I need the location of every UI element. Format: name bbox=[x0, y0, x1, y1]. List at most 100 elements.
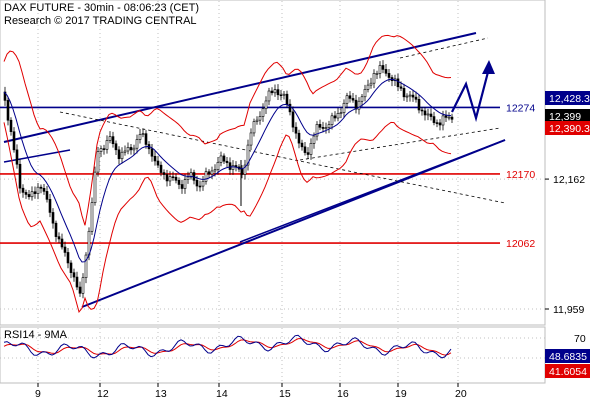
candle-body-90 bbox=[273, 89, 277, 94]
candle-body-40 bbox=[123, 150, 127, 153]
candle-body-125 bbox=[378, 65, 382, 74]
candle-body-139 bbox=[420, 109, 424, 112]
candle-body-47 bbox=[144, 133, 148, 145]
candle-body-46 bbox=[141, 133, 145, 135]
candle-body-89 bbox=[270, 90, 274, 94]
chart-title: DAX FUTURE - 30min - 08:06:23 (CET) bbox=[4, 2, 199, 14]
candle-body-1 bbox=[6, 100, 10, 121]
candle-body-128 bbox=[387, 73, 391, 78]
candle-body-74 bbox=[225, 160, 229, 163]
rsi-panel bbox=[0, 326, 546, 384]
candle-body-57 bbox=[174, 176, 178, 181]
candle-body-44 bbox=[135, 139, 139, 149]
price-tag-2-box bbox=[545, 121, 590, 135]
candle-body-94 bbox=[285, 93, 289, 105]
candle-body-134 bbox=[405, 95, 409, 98]
mid-dashed-line bbox=[299, 127, 501, 161]
candle-body-148 bbox=[447, 116, 451, 119]
rsi-tag-0-label: 48.6835 bbox=[549, 351, 587, 363]
candle-body-0 bbox=[3, 91, 7, 101]
candle-body-92 bbox=[279, 94, 283, 97]
candle-body-41 bbox=[126, 147, 130, 152]
price-tag-1-label: 12,399 bbox=[549, 111, 581, 123]
candle-body-27 bbox=[84, 254, 88, 278]
candle-body-137 bbox=[414, 96, 418, 100]
candle-body-95 bbox=[288, 103, 292, 113]
candle-body-87 bbox=[264, 100, 268, 110]
candle-body-121 bbox=[366, 84, 370, 90]
candle-body-3 bbox=[12, 131, 16, 151]
price-tag-1-box bbox=[545, 109, 590, 123]
candle-body-135 bbox=[408, 94, 412, 97]
candle-body-127 bbox=[384, 69, 388, 74]
candle-body-113 bbox=[342, 102, 346, 113]
candle-body-26 bbox=[81, 277, 85, 294]
candle-body-81 bbox=[246, 144, 250, 166]
candle-body-13 bbox=[42, 188, 46, 192]
candle-body-49 bbox=[150, 148, 154, 157]
candle-body-7 bbox=[24, 192, 28, 195]
candle-body-100 bbox=[303, 146, 307, 153]
candle-body-123 bbox=[372, 73, 376, 84]
candle-body-119 bbox=[360, 96, 364, 102]
level-label-3: 12274 bbox=[506, 102, 535, 114]
candle-body-76 bbox=[231, 165, 235, 170]
candle-body-54 bbox=[165, 174, 169, 182]
candle-body-58 bbox=[177, 180, 181, 185]
candle-body-147 bbox=[444, 115, 448, 118]
falling-dashed-line bbox=[59, 111, 506, 204]
candle-body-16 bbox=[51, 212, 55, 224]
candle-body-5 bbox=[18, 163, 22, 189]
price-tick-label-0: 11,959 bbox=[553, 304, 584, 316]
candle-body-56 bbox=[171, 176, 175, 179]
time-tick-label-4: 15 bbox=[279, 388, 291, 400]
candle-body-141 bbox=[426, 113, 430, 116]
candle-body-75 bbox=[228, 162, 232, 170]
candle-body-132 bbox=[399, 86, 403, 89]
candle-body-97 bbox=[294, 126, 298, 134]
candle-body-91 bbox=[276, 89, 280, 96]
candle-body-145 bbox=[438, 122, 442, 126]
candle-body-19 bbox=[60, 238, 64, 248]
candle-body-2 bbox=[9, 119, 13, 133]
candle-body-107 bbox=[324, 127, 328, 129]
candle-body-55 bbox=[168, 176, 172, 182]
price-tag-0-label: 12,428.3 bbox=[549, 93, 590, 105]
scenario-arrow bbox=[451, 60, 495, 123]
candle-body-14 bbox=[45, 191, 49, 200]
rsi-tag-0-box bbox=[545, 349, 590, 363]
candle-body-118 bbox=[357, 100, 361, 110]
candle-body-15 bbox=[48, 199, 52, 213]
price-tag-2-label: 12,390.3 bbox=[549, 123, 590, 135]
candle-body-39 bbox=[120, 151, 124, 160]
chart-subtitle: Research © 2017 TRADING CENTRAL bbox=[4, 15, 197, 27]
candle-body-114 bbox=[345, 95, 349, 104]
candle-body-33 bbox=[102, 148, 106, 150]
rsi-tick-label-0: 70 bbox=[574, 333, 586, 345]
candle-body-4 bbox=[15, 149, 19, 165]
candle-body-25 bbox=[78, 286, 82, 294]
candle-body-105 bbox=[318, 124, 322, 128]
candle-body-18 bbox=[57, 236, 61, 240]
candle-body-69 bbox=[210, 170, 214, 175]
candle-body-52 bbox=[159, 164, 163, 173]
price-tick-label-1: 12,162 bbox=[553, 174, 585, 186]
candle-body-101 bbox=[306, 152, 310, 155]
candle-body-99 bbox=[300, 142, 304, 148]
time-tick-label-2: 13 bbox=[155, 388, 167, 400]
lower-trend-line bbox=[239, 139, 506, 243]
candle-body-37 bbox=[114, 143, 118, 151]
candle-body-112 bbox=[339, 112, 343, 114]
candle-body-80 bbox=[243, 164, 247, 175]
candle-body-32 bbox=[99, 148, 103, 152]
candle-body-17 bbox=[54, 222, 58, 237]
candle-body-72 bbox=[219, 155, 223, 163]
candle-body-144 bbox=[435, 122, 439, 124]
scenario-arrowhead bbox=[482, 60, 495, 74]
candle-body-68 bbox=[207, 171, 211, 175]
candle-body-67 bbox=[204, 171, 208, 182]
candle-body-22 bbox=[69, 262, 73, 273]
candle-body-82 bbox=[249, 132, 253, 146]
